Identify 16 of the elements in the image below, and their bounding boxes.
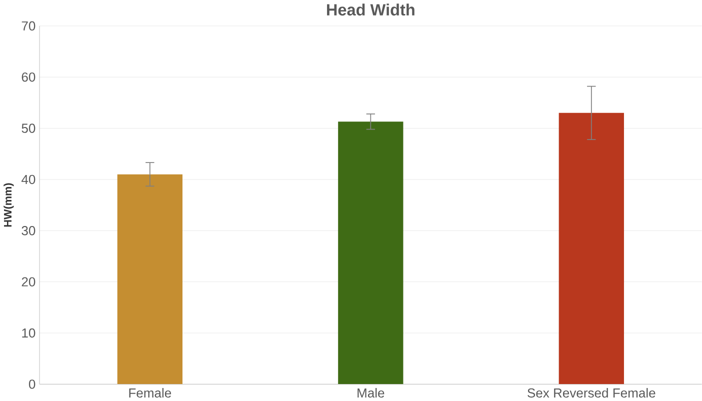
y-tick-label: 20 (22, 277, 36, 286)
y-tick-label: 60 (22, 72, 36, 82)
bar (558, 112, 624, 384)
x-tick-label: Male (358, 388, 384, 398)
bar (338, 122, 404, 384)
y-tick-label: 0 (28, 379, 36, 389)
y-axis-title: HW(mm) (4, 183, 14, 227)
x-tick-label: Sex Reversed Female (528, 388, 656, 398)
y-tick-label: 40 (22, 174, 36, 184)
y-tick-label: 70 (22, 21, 36, 30)
chart-title: Head Width (327, 4, 414, 16)
y-tick-label: 50 (22, 124, 36, 133)
y-tick-label: 10 (22, 328, 36, 338)
bar (117, 174, 182, 384)
x-tick-label: Female (129, 388, 172, 398)
y-tick-label: 30 (22, 226, 36, 236)
